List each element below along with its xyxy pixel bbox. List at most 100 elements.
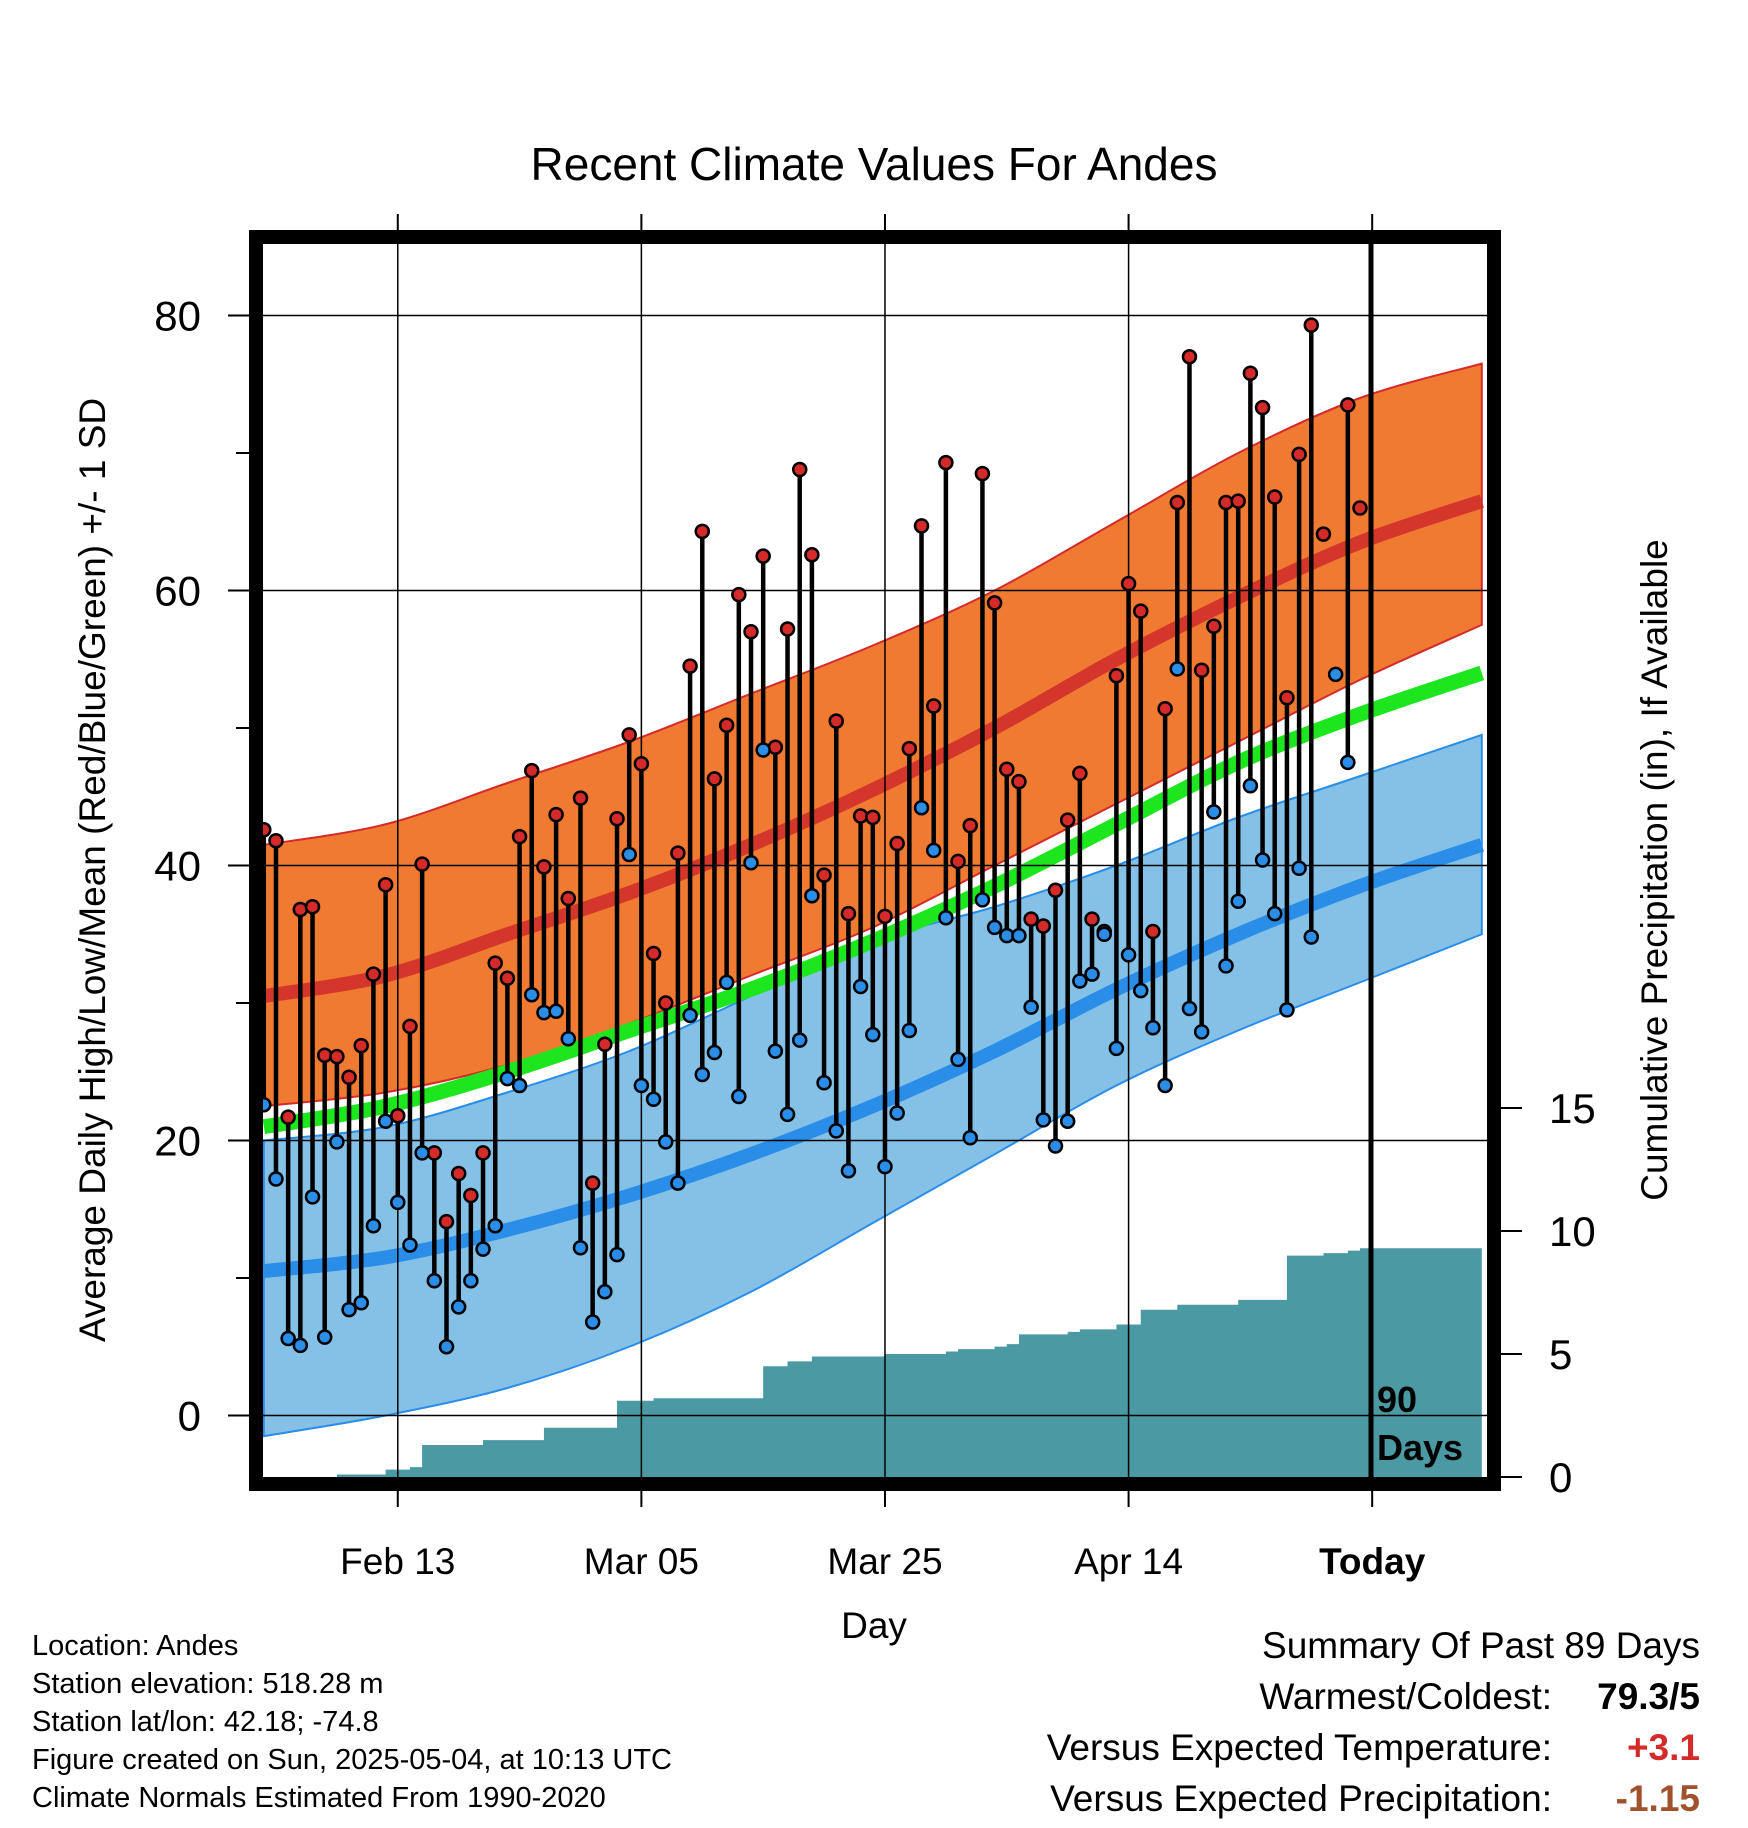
daily-low-point — [1291, 860, 1307, 876]
daily-high-point — [341, 1069, 357, 1085]
daily-low-point — [804, 888, 820, 904]
daily-low-point — [633, 1077, 650, 1094]
daily-high-point — [755, 548, 771, 564]
summary-panel: Summary Of Past 89 Days Warmest/Coldest:… — [1047, 1620, 1700, 1824]
daily-high-point — [536, 859, 552, 875]
warm-cold-value: 79.3/5 — [1597, 1675, 1700, 1717]
daily-high-point — [268, 833, 284, 849]
daily-high-point — [1206, 618, 1222, 634]
y-tick-label: 40 — [154, 843, 201, 890]
y2-tick-label: 15 — [1549, 1085, 1596, 1132]
daily-low-point — [938, 910, 954, 926]
daily-high-point — [316, 1047, 333, 1063]
daily-low-point — [263, 1097, 272, 1113]
daily-low-point — [731, 1088, 747, 1105]
daily-high-point — [840, 905, 857, 922]
daily-low-point — [1242, 778, 1259, 794]
daily-high-point — [499, 970, 516, 986]
daily-high-point — [852, 808, 869, 824]
plot-frame — [249, 230, 1501, 1491]
daily-high-point — [1084, 911, 1100, 927]
daily-high-point — [682, 658, 698, 674]
daily-high-point — [913, 518, 930, 534]
daily-high-point — [304, 899, 321, 915]
normals-text: Climate Normals Estimated From 1990-2020 — [32, 1782, 606, 1814]
daily-low-point — [791, 1032, 808, 1048]
daily-high-point — [950, 853, 966, 870]
daily-high-point — [999, 761, 1015, 777]
daily-low-point — [1084, 966, 1100, 982]
daily-low-point — [450, 1299, 467, 1315]
y-tick-label: 20 — [154, 1118, 201, 1165]
daily-low-point — [463, 1273, 479, 1289]
daily-low-point — [487, 1218, 503, 1234]
daily-low-point — [889, 1105, 905, 1121]
daily-high-point — [353, 1037, 369, 1054]
daily-high-point — [986, 595, 1003, 611]
daily-high-point — [865, 809, 881, 826]
daily-low-point — [694, 1066, 711, 1083]
daily-high-point — [1047, 882, 1064, 898]
daily-low-point — [365, 1218, 382, 1234]
daily-low-point — [645, 1091, 662, 1107]
location-text: Location: Andes — [32, 1630, 239, 1662]
daily-high-point — [1157, 701, 1173, 717]
daily-low-point — [572, 1240, 589, 1256]
daily-high-point — [511, 828, 528, 845]
daily-low-point — [657, 1134, 674, 1150]
daily-high-point — [1315, 526, 1332, 542]
daily-high-point — [1266, 489, 1283, 505]
daily-low-point — [901, 1022, 918, 1039]
daily-low-point — [913, 800, 930, 816]
daily-high-point — [877, 908, 893, 925]
daily-low-point — [304, 1189, 321, 1205]
daily-high-point — [438, 1213, 455, 1230]
daily-high-point — [1230, 493, 1246, 509]
daily-high-point — [402, 1018, 418, 1035]
daily-high-point — [524, 762, 540, 779]
daily-low-point — [536, 1004, 552, 1021]
daily-high-point — [731, 586, 747, 603]
daily-high-point — [475, 1145, 491, 1161]
daily-high-point — [1108, 668, 1125, 684]
x-tick-label: Today — [1319, 1541, 1426, 1582]
daily-high-point — [450, 1165, 467, 1182]
daily-low-point — [1254, 852, 1271, 868]
daily-high-point — [414, 856, 430, 872]
daily-low-point — [1193, 1024, 1210, 1040]
daily-low-point — [548, 1003, 564, 1019]
daily-low-point — [584, 1314, 601, 1330]
daily-high-point — [1059, 812, 1076, 828]
daily-high-point — [597, 1036, 613, 1052]
daily-low-point — [1072, 973, 1088, 989]
daily-high-point — [828, 713, 845, 729]
daily-low-point — [316, 1329, 333, 1345]
daily-high-point — [1169, 494, 1186, 511]
daily-high-point — [743, 624, 759, 640]
temp-label: Versus Expected Temperature: — [1046, 1726, 1552, 1768]
daily-low-point — [1181, 1000, 1198, 1017]
daily-high-point — [694, 523, 711, 540]
y-tick-label: 80 — [154, 293, 201, 340]
daily-low-point — [986, 919, 1003, 936]
daily-high-point — [572, 790, 589, 806]
daily-low-point — [438, 1339, 455, 1355]
y-tick-label: 60 — [154, 568, 201, 615]
precipitation-area — [263, 1248, 1482, 1477]
daily-low-point — [597, 1284, 613, 1300]
daily-low-point — [1230, 893, 1246, 909]
daily-low-point — [621, 846, 637, 863]
daily-low-point — [670, 1175, 686, 1191]
daily-low-point — [1169, 661, 1186, 677]
daily-low-point — [1266, 905, 1283, 922]
daily-low-point — [865, 1026, 881, 1043]
y-axis-label: Average Daily High/Low/Mean (Red/Blue/Gr… — [72, 398, 113, 1342]
daily-low-point — [426, 1273, 443, 1289]
daily-high-point — [1023, 911, 1039, 927]
daily-low-point — [560, 1031, 577, 1047]
station-info: Location: Andes Station elevation: 518.2… — [32, 1627, 672, 1817]
daily-low-point — [1047, 1138, 1064, 1154]
daily-low-point — [353, 1295, 369, 1311]
daily-high-point — [645, 945, 662, 962]
daily-high-point — [548, 806, 564, 823]
